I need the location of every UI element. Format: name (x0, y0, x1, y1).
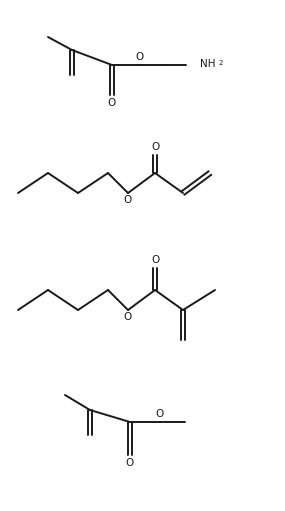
Text: O: O (124, 312, 132, 322)
Text: O: O (156, 409, 164, 419)
Text: O: O (136, 52, 144, 62)
Text: NH: NH (200, 59, 215, 69)
Text: O: O (151, 255, 159, 265)
Text: O: O (126, 458, 134, 468)
Text: O: O (151, 142, 159, 152)
Text: O: O (124, 195, 132, 205)
Text: O: O (108, 98, 116, 108)
Text: 2: 2 (219, 60, 223, 66)
